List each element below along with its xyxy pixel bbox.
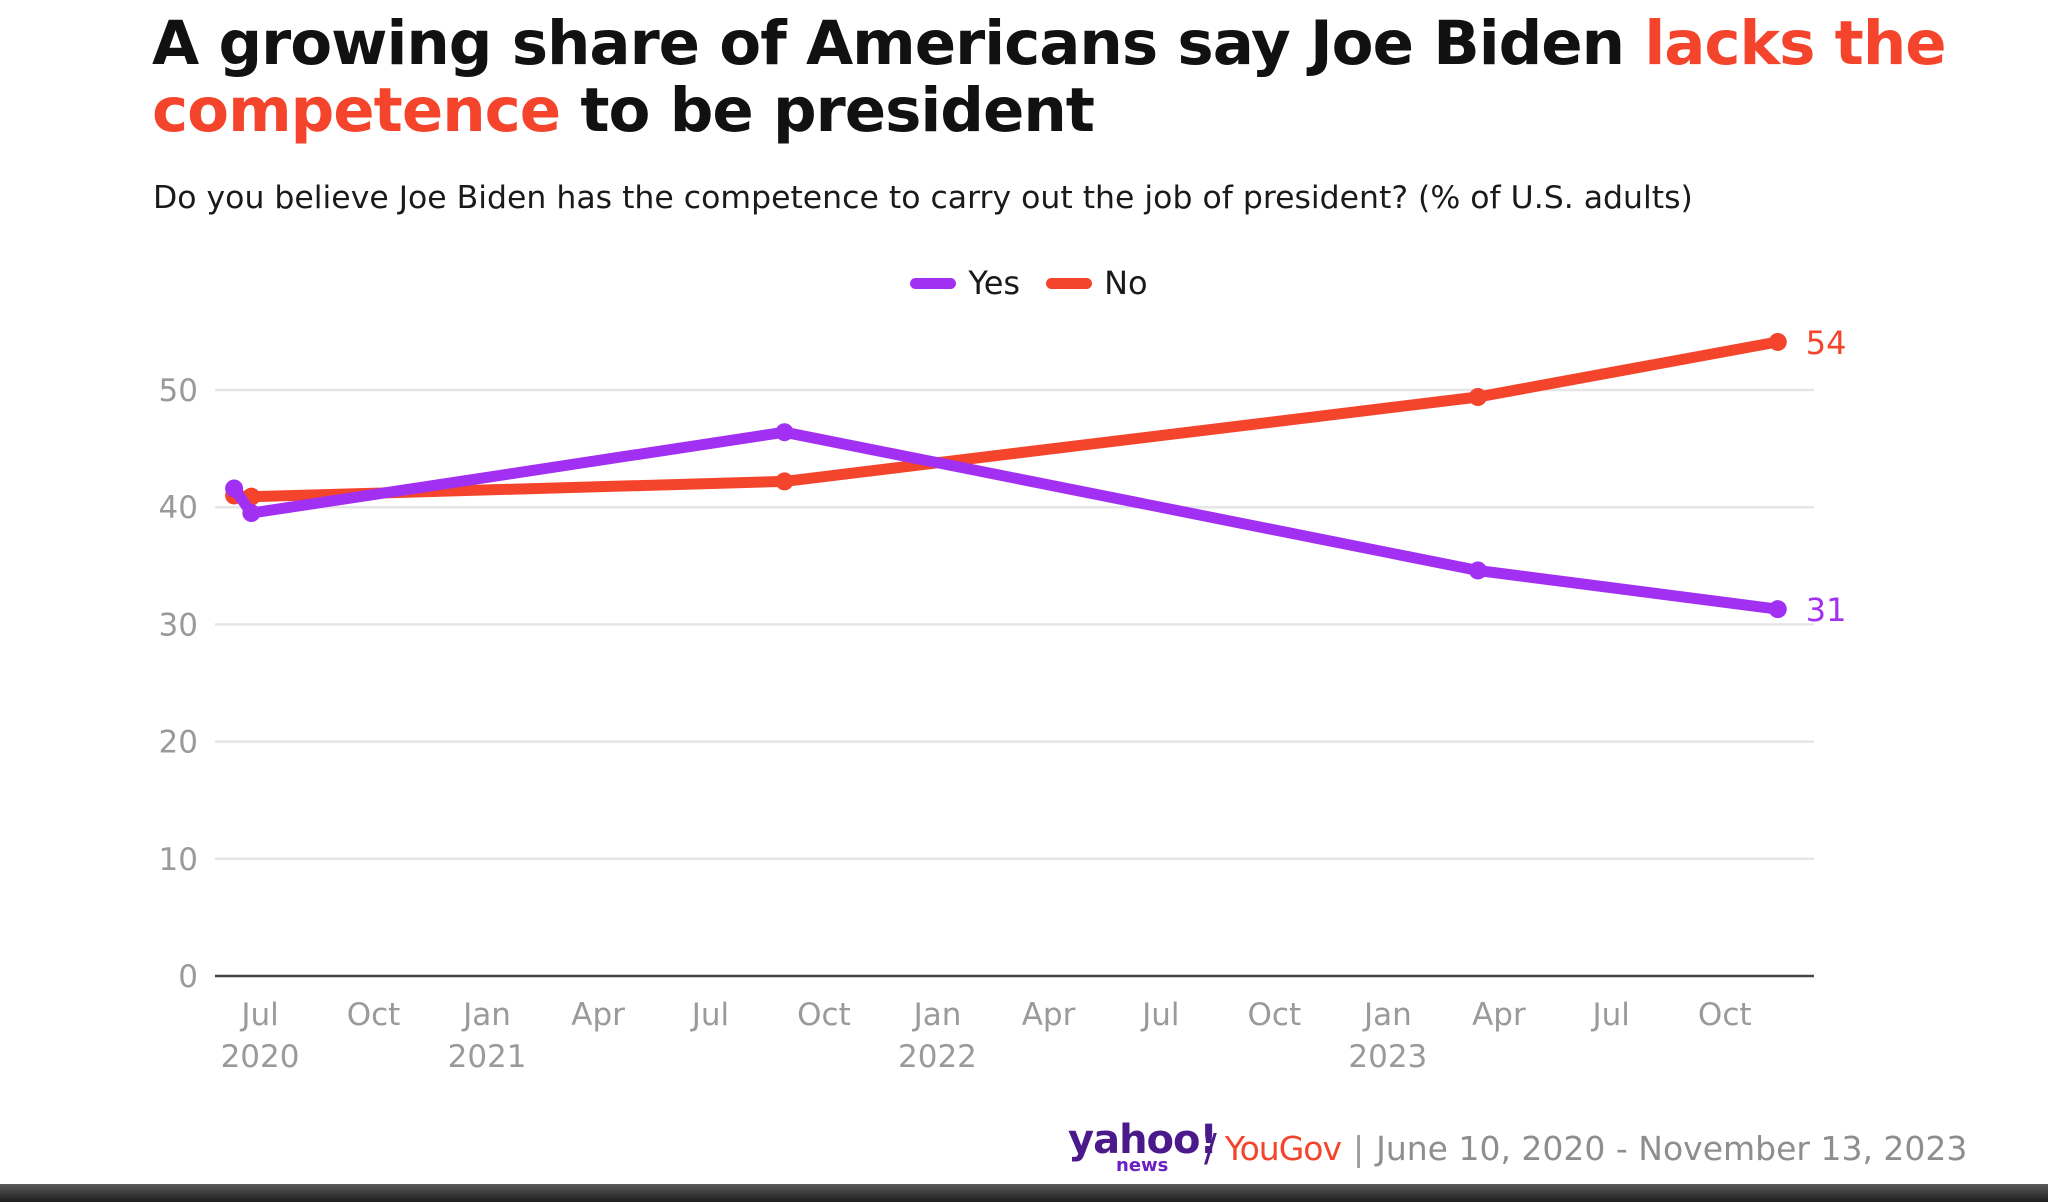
bottom-bar (0, 1184, 2048, 1202)
legend-label-no: No (1104, 264, 1148, 302)
data-point-yes-0 (225, 479, 244, 498)
x-tick-label-2: Jan (461, 997, 511, 1033)
x-tick-label-0: Jul (239, 997, 278, 1033)
legend-item-no: No (1046, 264, 1148, 302)
source-separator: | (1352, 1128, 1365, 1168)
legend-swatch-yes (910, 277, 957, 289)
x-tick-label-9: Oct (1248, 997, 1302, 1033)
x-tick-year-2022: 2022 (898, 1039, 977, 1075)
end-label-yes: 31 (1806, 591, 1847, 629)
logo-slash: / (1204, 1126, 1217, 1170)
x-tick-year-2023: 2023 (1348, 1039, 1427, 1075)
legend: Yes No (0, 258, 2048, 308)
x-tick-label-12: Jul (1591, 997, 1630, 1033)
x-tick-label-11: Apr (1472, 997, 1526, 1033)
x-tick-label-3: Apr (571, 997, 625, 1033)
x-tick-label-13: Oct (1698, 997, 1752, 1033)
end-labels: 54 31 (1806, 324, 1847, 629)
chart-subtitle: Do you believe Joe Biden has the compete… (153, 180, 1693, 216)
data-point-no-2 (775, 472, 794, 491)
data-point-no-4 (1768, 332, 1787, 351)
y-axis-ticks: 0 10 20 30 40 50 (159, 373, 198, 995)
data-point-yes-2 (775, 423, 794, 442)
yougov-logo: YouGov (1224, 1128, 1342, 1168)
x-tick-label-10: Jan (1362, 997, 1412, 1033)
y-tick-label-50: 50 (159, 373, 198, 409)
x-tick-label-4: Jul (690, 997, 729, 1033)
x-tick-label-5: Oct (797, 997, 851, 1033)
legend-swatch-no (1046, 277, 1093, 289)
y-tick-label-30: 30 (159, 607, 198, 643)
data-point-yes-3 (1468, 561, 1487, 580)
title-highlight: lacks the competence (152, 8, 1947, 146)
legend-item-yes: Yes (910, 264, 1020, 302)
yahoo-wordmark: yahoo! (1068, 1117, 1218, 1163)
end-label-no: 54 (1806, 324, 1847, 362)
legend-label-yes: Yes (968, 264, 1021, 302)
series (225, 332, 1787, 619)
y-tick-label-10: 10 (159, 842, 198, 878)
yahoo-news-logo: yahoo! news (1068, 1118, 1218, 1178)
x-tick-label-6: Jan (912, 997, 962, 1033)
line-chart: 0 10 20 30 40 50 Jul 2020 Oct Jan 2021 Apr Jul Oct Ja… (159, 324, 1847, 1075)
data-point-yes-4 (1768, 600, 1787, 619)
news-wordmark: news (1116, 1155, 1169, 1176)
date-range: June 10, 2020 - November 13, 2023 (1376, 1128, 1968, 1168)
chart-title: A growing share of Americans say Joe Bid… (152, 10, 1972, 144)
data-point-yes-1 (242, 504, 261, 523)
x-tick-label-7: Apr (1022, 997, 1076, 1033)
source-credit: yahoo! news / YouGov | June 10, 2020 - N… (1068, 1118, 2028, 1178)
x-axis-ticks: Jul 2020 Oct Jan 2021 Apr Jul Oct Jan 2022 Apr Jul O… (221, 997, 1752, 1075)
title-text-end: to be president (560, 75, 1095, 146)
x-tick-label-8: Jul (1140, 997, 1179, 1033)
title-text: A growing share of Americans say Joe Bid… (152, 8, 1645, 79)
y-tick-label-40: 40 (159, 490, 198, 526)
x-tick-year-2020: 2020 (221, 1039, 300, 1075)
y-tick-label-20: 20 (159, 725, 198, 761)
y-tick-label-0: 0 (178, 959, 198, 995)
x-tick-label-1: Oct (347, 997, 401, 1033)
x-tick-year-2021: 2021 (448, 1039, 527, 1075)
data-point-no-3 (1468, 388, 1487, 407)
gridlines (215, 388, 1814, 861)
